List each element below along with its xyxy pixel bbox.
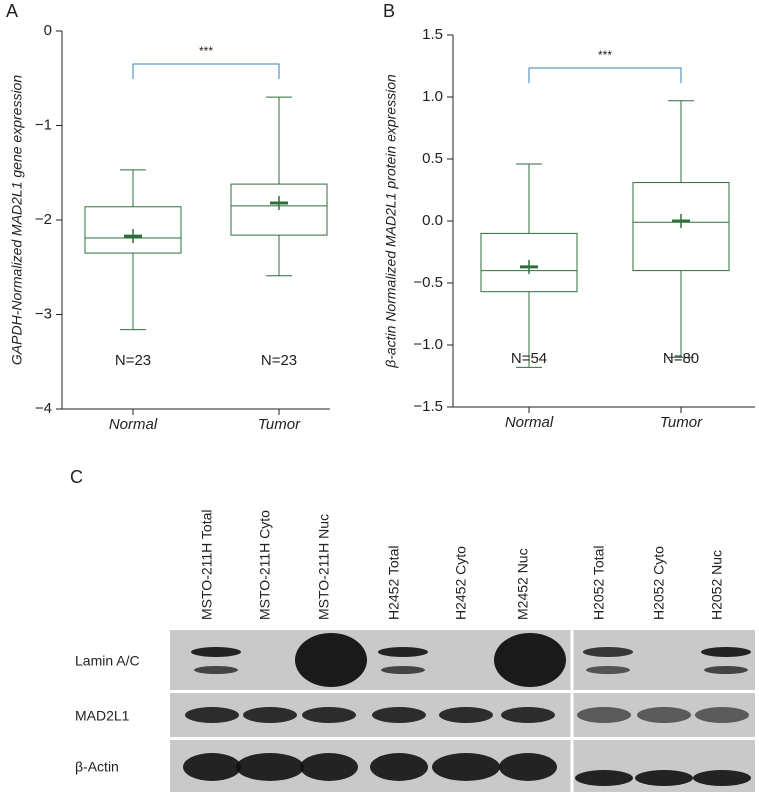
band: [635, 770, 693, 786]
band: [372, 707, 426, 723]
y-tick-label: −0.5: [413, 274, 443, 291]
blot-panel: [170, 630, 755, 690]
y-tick-label: −2: [35, 211, 52, 228]
lane-label: M2452 Nuc: [515, 548, 531, 620]
lane-label: MSTO-211H Nuc: [316, 514, 332, 620]
y-tick-label: −3: [35, 305, 52, 322]
y-axis-label: GAPDH-Normalized MAD2L1 gene expression: [9, 75, 25, 365]
significance: ***: [199, 44, 213, 58]
band: [183, 753, 241, 781]
band: [432, 753, 500, 781]
y-tick-label: 0.5: [422, 150, 443, 167]
x-tick-label: Normal: [505, 414, 554, 431]
row-label: Lamin A/C: [75, 653, 140, 669]
band: [236, 753, 304, 781]
lane-label: H2052 Total: [591, 546, 607, 620]
band: [704, 666, 748, 674]
band: [701, 647, 751, 657]
band: [185, 707, 239, 723]
y-axis-label: β-actin Normalized MAD2L1 protein expres…: [383, 74, 399, 369]
row-label: MAD2L1: [75, 708, 130, 724]
lane-label: H2052 Cyto: [651, 546, 667, 620]
y-tick-label: 0.0: [422, 212, 443, 229]
y-tick-label: −1.5: [413, 398, 443, 415]
band: [302, 707, 356, 723]
x-tick-label: Normal: [109, 416, 158, 433]
band: [637, 707, 691, 723]
panel-label: A: [6, 1, 18, 21]
panel-label: C: [70, 467, 83, 487]
x-tick-label: Tumor: [660, 414, 703, 431]
band: [439, 707, 493, 723]
band: [494, 633, 566, 687]
band: [370, 753, 428, 781]
n-label: N=23: [261, 352, 297, 369]
significance: ***: [598, 48, 612, 62]
y-tick-label: 0: [44, 22, 52, 39]
band: [575, 770, 633, 786]
lane-label: H2452 Cyto: [453, 546, 469, 620]
band: [577, 707, 631, 723]
panel-label: B: [383, 1, 395, 21]
n-label: N=23: [115, 352, 151, 369]
lane-label: H2052 Nuc: [709, 550, 725, 620]
y-tick-label: 1.5: [422, 26, 443, 43]
lane-label: MSTO-211H Cyto: [257, 510, 273, 620]
y-tick-label: 1.0: [422, 88, 443, 105]
significance-bracket: [132, 63, 280, 79]
band: [300, 753, 358, 781]
band: [243, 707, 297, 723]
band: [194, 666, 238, 674]
band: [191, 647, 241, 657]
row-label: β-Actin: [75, 759, 119, 775]
n-label: N=54: [511, 350, 547, 367]
band: [586, 666, 630, 674]
lane-label: MSTO-211H Total: [199, 510, 215, 621]
x-tick-label: Tumor: [258, 416, 301, 433]
band: [583, 647, 633, 657]
band: [499, 753, 557, 781]
n-label: N=80: [663, 350, 699, 367]
band: [693, 770, 751, 786]
band: [295, 633, 367, 687]
band: [381, 666, 425, 674]
lane-label: H2452 Total: [386, 546, 402, 620]
band: [501, 707, 555, 723]
band: [695, 707, 749, 723]
y-tick-label: −4: [35, 400, 52, 417]
y-tick-label: −1: [35, 116, 52, 133]
band: [378, 647, 428, 657]
y-tick-label: −1.0: [413, 336, 443, 353]
significance-bracket: [528, 67, 682, 83]
